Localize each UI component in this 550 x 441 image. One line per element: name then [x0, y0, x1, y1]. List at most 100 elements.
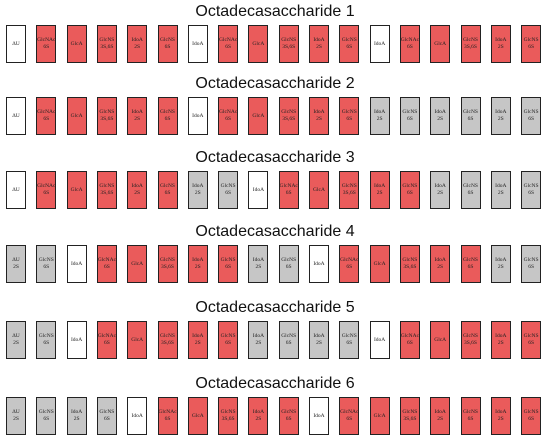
unit-name: GlcNS — [160, 257, 175, 263]
unit-name: IdoA — [131, 183, 143, 189]
unit-name: GlcNAc — [400, 333, 420, 339]
saccharide-unit: IdoA — [369, 25, 390, 63]
saccharide-unit: GlcNS 6S — [339, 97, 360, 135]
unit-name: GlcA — [252, 112, 265, 119]
saccharide-unit: IdoA 2S — [187, 321, 208, 359]
saccharide-unit: GlcNS 6S — [36, 245, 57, 283]
saccharide-unit: GlcNAc 6S — [399, 321, 420, 359]
unit-name: GlcNS — [160, 109, 175, 115]
saccharide-unit: GlcA — [248, 97, 269, 135]
saccharide-unit: GlcNS 6S — [460, 97, 481, 135]
saccharide-unit: IdoA 2S — [490, 25, 511, 63]
unit-name: IdoA — [131, 109, 143, 115]
unit-name: GlcA — [70, 112, 83, 119]
saccharide-unit: GlcNS 3S,6S — [278, 97, 299, 135]
unit-sulfation: 6S — [43, 340, 50, 346]
unit-sulfation: 6S — [164, 44, 171, 50]
unit-name: IdoA — [252, 333, 265, 339]
unit-name: GlcNS — [341, 183, 357, 189]
saccharide-unit: GlcNS 3S,6S — [96, 97, 117, 135]
saccharide-unit: GlcNAc 6S — [218, 97, 239, 135]
unit-sulfation: 2S — [437, 264, 444, 270]
unit-name: IdoA — [373, 183, 386, 189]
unit-sulfation: 6S — [225, 116, 231, 122]
unit-name: GlcNS — [402, 183, 418, 189]
saccharide-unit: GlcNS 3S,6S — [96, 25, 117, 63]
unit-sulfation: 2S — [376, 190, 383, 196]
unit-name: IdoA — [131, 412, 143, 419]
row-title: Octadecasaccharide 2 — [195, 75, 355, 92]
unit-name: GlcNS — [281, 409, 297, 415]
unit-sulfation: 3S,6S — [100, 44, 114, 50]
saccharide-unit: IdoA — [369, 321, 390, 359]
unit-sulfation: 6S — [225, 340, 231, 346]
saccharide-unit: IdoA 2S — [430, 397, 451, 435]
saccharide-unit: GlcNS 6S — [521, 245, 542, 283]
saccharide-unit: IdoA 2S — [490, 397, 511, 435]
saccharide-unit: IdoA — [187, 25, 208, 63]
unit-sulfation: 6S — [346, 116, 353, 122]
unit-sulfation: 2S — [497, 190, 504, 196]
unit-name: GlcNS — [160, 183, 175, 189]
unit-name: IdoA — [373, 40, 386, 47]
saccharide-unit: GlcA — [66, 97, 87, 135]
unit-sulfation: 6S — [103, 416, 110, 422]
unit-name: IdoA — [434, 409, 446, 415]
unit-sulfation: 3S,6S — [464, 44, 477, 50]
unit-sulfation: 6S — [406, 190, 413, 196]
saccharide-unit: IdoA 2S — [187, 245, 208, 283]
saccharide-unit: GlcNS 6S — [521, 25, 542, 63]
unit-sulfation: 6S — [225, 264, 231, 270]
unit-name: GlcNS — [402, 109, 418, 115]
saccharide-unit: GlcNS 6S — [36, 321, 57, 359]
unit-name: GlcA — [252, 40, 265, 47]
unit-sulfation: 6S — [43, 416, 50, 422]
saccharide-unit: IdoA 2S — [309, 97, 329, 135]
unit-name: GlcNS — [523, 37, 539, 43]
unit-sulfation: 2S — [316, 340, 322, 346]
saccharide-unit: GlcNS 6S — [278, 397, 299, 435]
unit-name: IdoA — [313, 412, 325, 419]
unit-name: IdoA — [495, 409, 507, 415]
saccharide-unit: IdoA 2S — [430, 97, 451, 135]
unit-sulfation: 6S — [528, 116, 534, 122]
unit-name: GlcNAc — [218, 37, 238, 43]
saccharide-unit: GlcNAc 6S — [399, 25, 420, 63]
unit-name: GlcNS — [341, 37, 357, 43]
unit-sulfation: 2S — [194, 340, 201, 346]
saccharide-unit: GlcNS 6S — [218, 321, 239, 359]
row-title: Octadecasaccharide 5 — [195, 299, 355, 316]
saccharide-unit: GlcNS 3S,6S — [157, 245, 178, 283]
unit-sulfation: 6S — [346, 340, 353, 346]
unit-sulfation: 2S — [437, 116, 444, 122]
unit-name: GlcNS — [99, 37, 115, 43]
unit-name: GlcNS — [523, 183, 539, 189]
unit-name: GlcNS — [281, 333, 297, 339]
saccharide-unit: GlcNS 6S — [460, 397, 481, 435]
unit-name: IdoA — [192, 333, 204, 339]
unit-name: GlcNS — [463, 109, 478, 115]
saccharide-unit: GlcNAc 6S — [36, 25, 57, 63]
unit-sulfation: 6S — [406, 44, 413, 50]
saccharide-unit: IdoA — [66, 245, 87, 283]
unit-name: IdoA — [70, 336, 83, 343]
unit-name: IdoA — [495, 37, 507, 43]
unit-sulfation: 2S — [316, 116, 322, 122]
saccharide-unit: GlcNS 6S — [460, 245, 481, 283]
unit-sulfation: 2S — [255, 340, 262, 346]
unit-sulfation: 6S — [467, 416, 474, 422]
unit-name: GlcNAc — [279, 183, 298, 189]
unit-name: GlcNS — [281, 109, 297, 115]
unit-name: GlcNS — [160, 333, 175, 339]
saccharide-unit: GlcNS 6S — [399, 171, 420, 209]
unit-name: GlcNS — [38, 257, 54, 263]
unit-sulfation: 6S — [346, 44, 353, 50]
unit-name: IdoA — [131, 37, 143, 43]
unit-name: GlcNAc — [340, 257, 359, 263]
unit-name: GlcNS — [160, 37, 175, 43]
saccharide-unit: GlcNAc 6S — [339, 245, 360, 283]
unit-sulfation: 6S — [406, 340, 413, 346]
saccharide-unit: GlcNS 6S — [218, 245, 239, 283]
unit-name: ΔU — [12, 40, 20, 47]
unit-name: IdoA — [434, 183, 446, 189]
